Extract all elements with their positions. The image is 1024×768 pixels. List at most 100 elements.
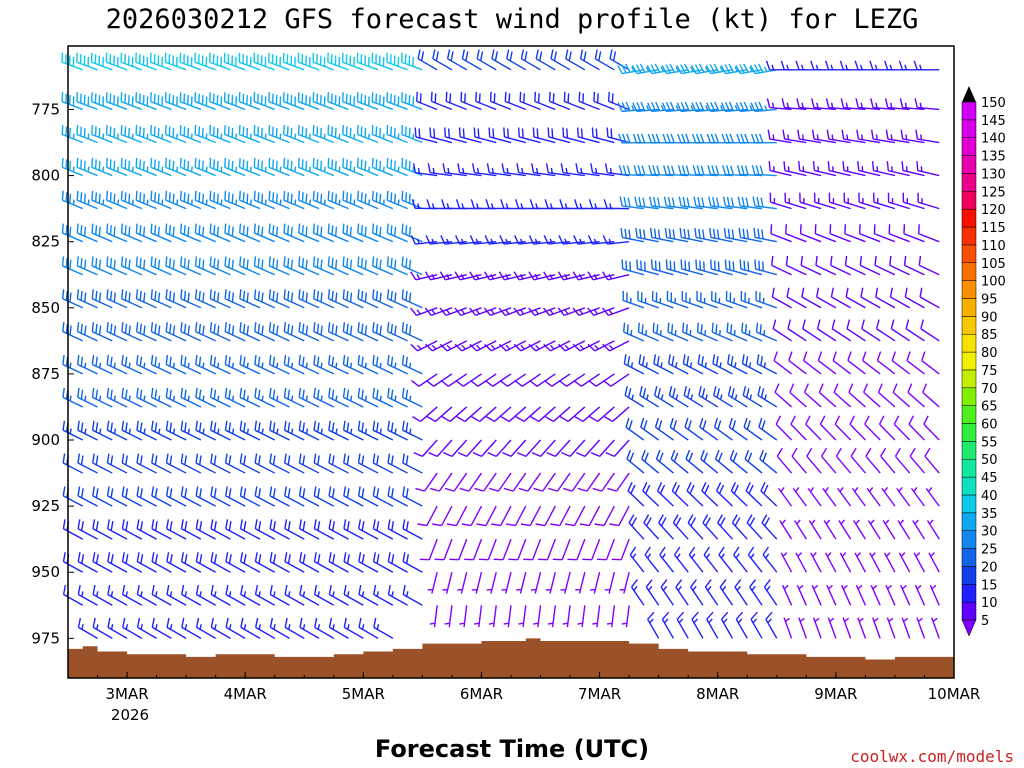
wind-barb-feather [331, 488, 335, 498]
wind-barb-feather [390, 290, 393, 301]
wind-barb-feather [623, 322, 626, 333]
wind-barb-feather [744, 133, 749, 144]
wind-barb-half-feather [800, 64, 804, 71]
wind-barb [120, 190, 143, 210]
wind-barb-half-feather [890, 102, 893, 109]
wind-barb-half-feather [830, 102, 834, 109]
wind-barb [619, 196, 644, 210]
wind-barb-feather [728, 101, 734, 111]
wind-barb-feather [76, 190, 79, 201]
wind-barb-feather [857, 161, 860, 171]
wind-barb [801, 287, 822, 309]
wind-barb-feather [346, 356, 349, 367]
wind-barb [61, 256, 84, 276]
wind-barb-feather [394, 325, 397, 336]
wind-barb [835, 447, 852, 474]
wind-barb-half-feather [461, 203, 465, 209]
wind-barb-feather [269, 420, 272, 431]
wind-barb [454, 271, 482, 281]
wind-barb [577, 605, 586, 628]
wind-barb-feather [761, 229, 764, 240]
wind-barb [312, 52, 335, 71]
wind-barb-feather [587, 307, 595, 316]
wind-barb-feather [346, 488, 350, 498]
wind-barb [857, 161, 881, 177]
wind-barb [865, 447, 881, 474]
wind-barb-feather [464, 93, 466, 103]
wind-barb [210, 617, 231, 639]
wind-barb-feather [523, 93, 526, 103]
wind-barb-feather [880, 447, 887, 457]
wind-barb-feather [62, 585, 67, 595]
wind-barb-half-feather [579, 203, 583, 209]
colorbar-tick-label: 145 [981, 114, 1006, 129]
wind-barb-feather [80, 323, 83, 334]
wind-barb [503, 127, 526, 144]
wind-barb-staff [483, 472, 497, 492]
wind-barb [563, 91, 586, 111]
wind-barb-feather [533, 487, 543, 492]
wind-barb [919, 287, 940, 309]
wind-barb-feather [520, 523, 531, 527]
wind-barb-feather [106, 322, 109, 332]
wind-barb-feather [184, 389, 187, 400]
wind-barb-feather [861, 319, 865, 329]
wind-barb-feather [62, 453, 66, 464]
wind-barb-feather [723, 227, 727, 238]
wind-barb-staff [816, 296, 837, 309]
wind-barb-feather [788, 351, 793, 361]
wind-barb-half-feather [763, 362, 767, 368]
wind-barb-feather [722, 165, 726, 175]
wind-barb [885, 584, 896, 606]
wind-barb-half-feather [858, 617, 864, 622]
wind-barb [818, 383, 837, 408]
wind-barb-feather [408, 193, 411, 204]
wind-barb [194, 256, 216, 276]
wind-barb-half-feather [888, 617, 894, 622]
wind-barb [636, 259, 659, 276]
wind-barb-feather [656, 482, 663, 492]
wind-barb-feather [906, 351, 911, 361]
wind-barb-half-feather [84, 395, 87, 401]
wind-barb-staff [481, 439, 497, 457]
wind-barb-feather [327, 190, 330, 201]
wind-barb-feather [327, 157, 330, 168]
wind-barb [457, 572, 468, 594]
wind-barb-feather [795, 60, 800, 71]
wind-barb-half-feather [519, 238, 524, 244]
wind-barb-staff [831, 328, 852, 342]
wind-barb-half-feather [158, 395, 161, 401]
wind-barb-feather [727, 386, 732, 396]
wind-barb-feather [492, 128, 495, 139]
wind-barb-feather [508, 93, 511, 103]
wind-barb-feather [665, 64, 672, 74]
wind-barb-feather [184, 455, 187, 465]
wind-barb-feather [91, 223, 94, 234]
wind-barb [819, 415, 837, 441]
wind-barb [194, 322, 216, 342]
wind-barb-half-feather [246, 428, 250, 434]
wind-barb-feather [583, 51, 587, 61]
wind-barb-feather [349, 292, 353, 303]
wind-barb-half-feather [429, 622, 436, 625]
wind-barb-feather [335, 292, 338, 303]
wind-barb [180, 453, 202, 474]
wind-barb-feather [411, 379, 420, 387]
wind-barb [269, 420, 290, 441]
wind-barb-feather [832, 351, 837, 361]
wind-barb-half-feather [462, 167, 465, 174]
wind-barb [444, 472, 468, 492]
wind-barb-feather [105, 157, 108, 168]
wind-barb [692, 165, 718, 177]
wind-barb-half-feather [519, 273, 524, 280]
wind-barb [690, 579, 704, 606]
wind-barb-feather [254, 519, 258, 529]
wind-barb-feather [855, 98, 859, 108]
wind-barb [180, 486, 202, 507]
wind-barb-feather [135, 190, 138, 201]
colorbar-tick-label: 90 [981, 310, 998, 325]
wind-barb [76, 322, 98, 342]
wind-barb-feather [598, 51, 602, 61]
wind-barb-feather [139, 422, 143, 433]
wind-barb-feather [349, 160, 352, 171]
